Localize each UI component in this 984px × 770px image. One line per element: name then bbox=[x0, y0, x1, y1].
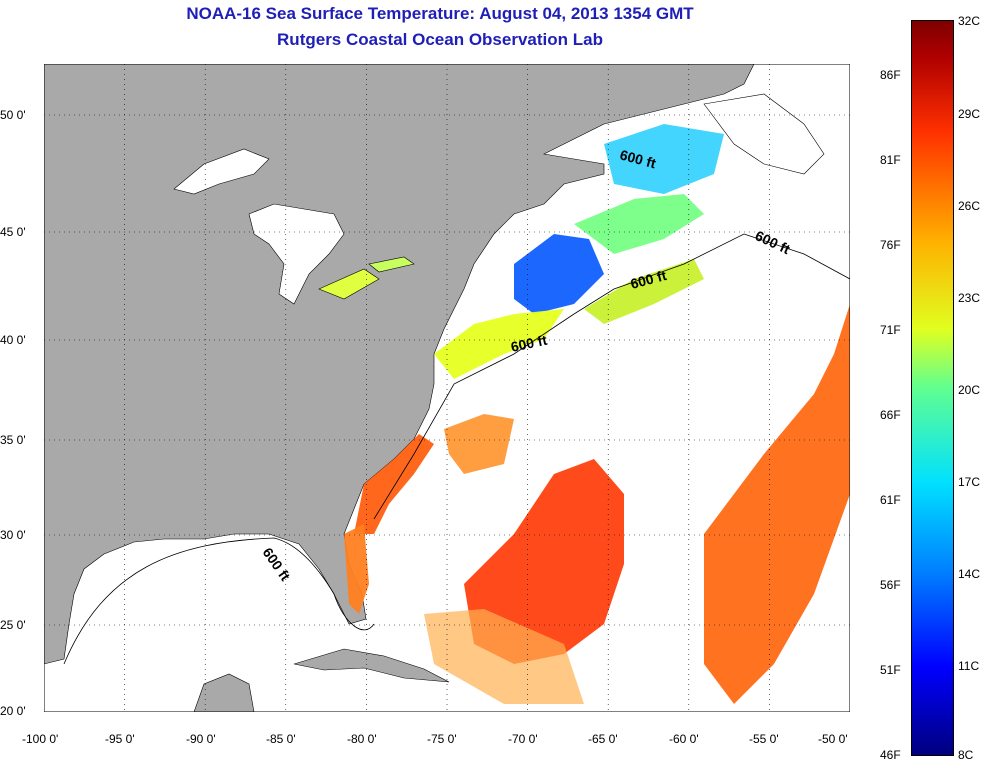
map-frame: 600 ft 600 ft 600 ft 600 ft 600 ft bbox=[44, 64, 850, 712]
lake-superior bbox=[173, 148, 270, 195]
colorbar-celsius-label: 26C bbox=[958, 199, 981, 213]
lake-ontario bbox=[368, 256, 415, 273]
lon-tick-label: -85 0' bbox=[266, 732, 296, 746]
colorbar-celsius-label: 17C bbox=[958, 475, 981, 489]
sst-patch-gulf-of-maine bbox=[514, 234, 604, 314]
colorbar-fahrenheit-label: 46F bbox=[880, 748, 901, 762]
land-yucatan bbox=[193, 673, 255, 712]
sst-patch-east-swath bbox=[704, 304, 850, 704]
colorbar-celsius-label: 32C bbox=[958, 14, 981, 28]
sst-patch-scotian-shelf bbox=[574, 194, 704, 254]
lon-tick-label: -100 0' bbox=[22, 732, 59, 746]
isobath-label: 600 ft bbox=[509, 332, 548, 355]
lat-tick-label: 40 0' bbox=[0, 333, 26, 347]
colorbar-fahrenheit-label: 61F bbox=[880, 493, 901, 507]
colorbar-celsius-label: 29C bbox=[958, 107, 981, 121]
lon-tick-label: -95 0' bbox=[105, 732, 135, 746]
lon-tick-label: -55 0' bbox=[749, 732, 779, 746]
sst-map: 600 ft 600 ft 600 ft 600 ft 600 ft bbox=[44, 64, 850, 712]
colorbar-celsius-label: 20C bbox=[958, 383, 981, 397]
lake-michigan-huron bbox=[248, 203, 345, 305]
lon-tick-label: -50 0' bbox=[818, 732, 848, 746]
lon-tick-label: -75 0' bbox=[427, 732, 457, 746]
lon-tick-label: -60 0' bbox=[669, 732, 699, 746]
lon-tick-label: -80 0' bbox=[347, 732, 377, 746]
colorbar-fahrenheit-label: 56F bbox=[880, 578, 901, 592]
sst-patch-sargasso bbox=[464, 459, 624, 664]
colorbar-fahrenheit-label: 76F bbox=[880, 238, 901, 252]
land-cuba bbox=[293, 648, 450, 683]
isobath-600ft bbox=[63, 233, 850, 665]
colorbar-fahrenheit-label: 86F bbox=[880, 68, 901, 82]
sst-patch-gulf-stlawrence bbox=[604, 124, 724, 194]
lon-tick-label: -65 0' bbox=[588, 732, 618, 746]
map-title: NOAA-16 Sea Surface Temperature: August … bbox=[186, 4, 694, 23]
lat-tick-label: 30 0' bbox=[0, 528, 26, 542]
colorbar-celsius-label: 23C bbox=[958, 291, 981, 305]
sst-patch-florida bbox=[344, 524, 369, 614]
colorbar-fahrenheit-label: 51F bbox=[880, 663, 901, 677]
sst-patch-georges-bank bbox=[584, 259, 704, 324]
lat-tick-label: 25 0' bbox=[0, 618, 26, 632]
map-subtitle: Rutgers Coastal Ocean Observation Lab bbox=[277, 30, 603, 49]
lon-tick-label: -90 0' bbox=[186, 732, 216, 746]
lake-erie bbox=[318, 268, 380, 300]
sst-patch-mid-atlantic-bight bbox=[434, 309, 564, 379]
sst-patch-south-swath bbox=[424, 609, 584, 704]
lat-tick-label: 20 0' bbox=[0, 704, 26, 718]
colorbar-celsius-label: 14C bbox=[958, 567, 981, 581]
lon-tick-label: -70 0' bbox=[508, 732, 538, 746]
temperature-colorbar bbox=[911, 20, 954, 756]
lat-tick-label: 35 0' bbox=[0, 433, 26, 447]
lat-tick-label: 45 0' bbox=[0, 225, 26, 239]
lat-tick-label: 50 0' bbox=[0, 108, 26, 122]
colorbar-celsius-label: 8C bbox=[958, 748, 974, 762]
colorbar-fahrenheit-label: 71F bbox=[880, 323, 901, 337]
sst-patch-carolina-offshore bbox=[444, 414, 514, 474]
sst-patch-se-coast bbox=[354, 434, 434, 534]
colorbar-fahrenheit-label: 66F bbox=[880, 408, 901, 422]
colorbar-fahrenheit-label: 81F bbox=[880, 153, 901, 167]
grid-lines bbox=[44, 64, 850, 712]
land-newfoundland bbox=[703, 93, 825, 175]
colorbar-celsius-label: 11C bbox=[958, 659, 980, 673]
